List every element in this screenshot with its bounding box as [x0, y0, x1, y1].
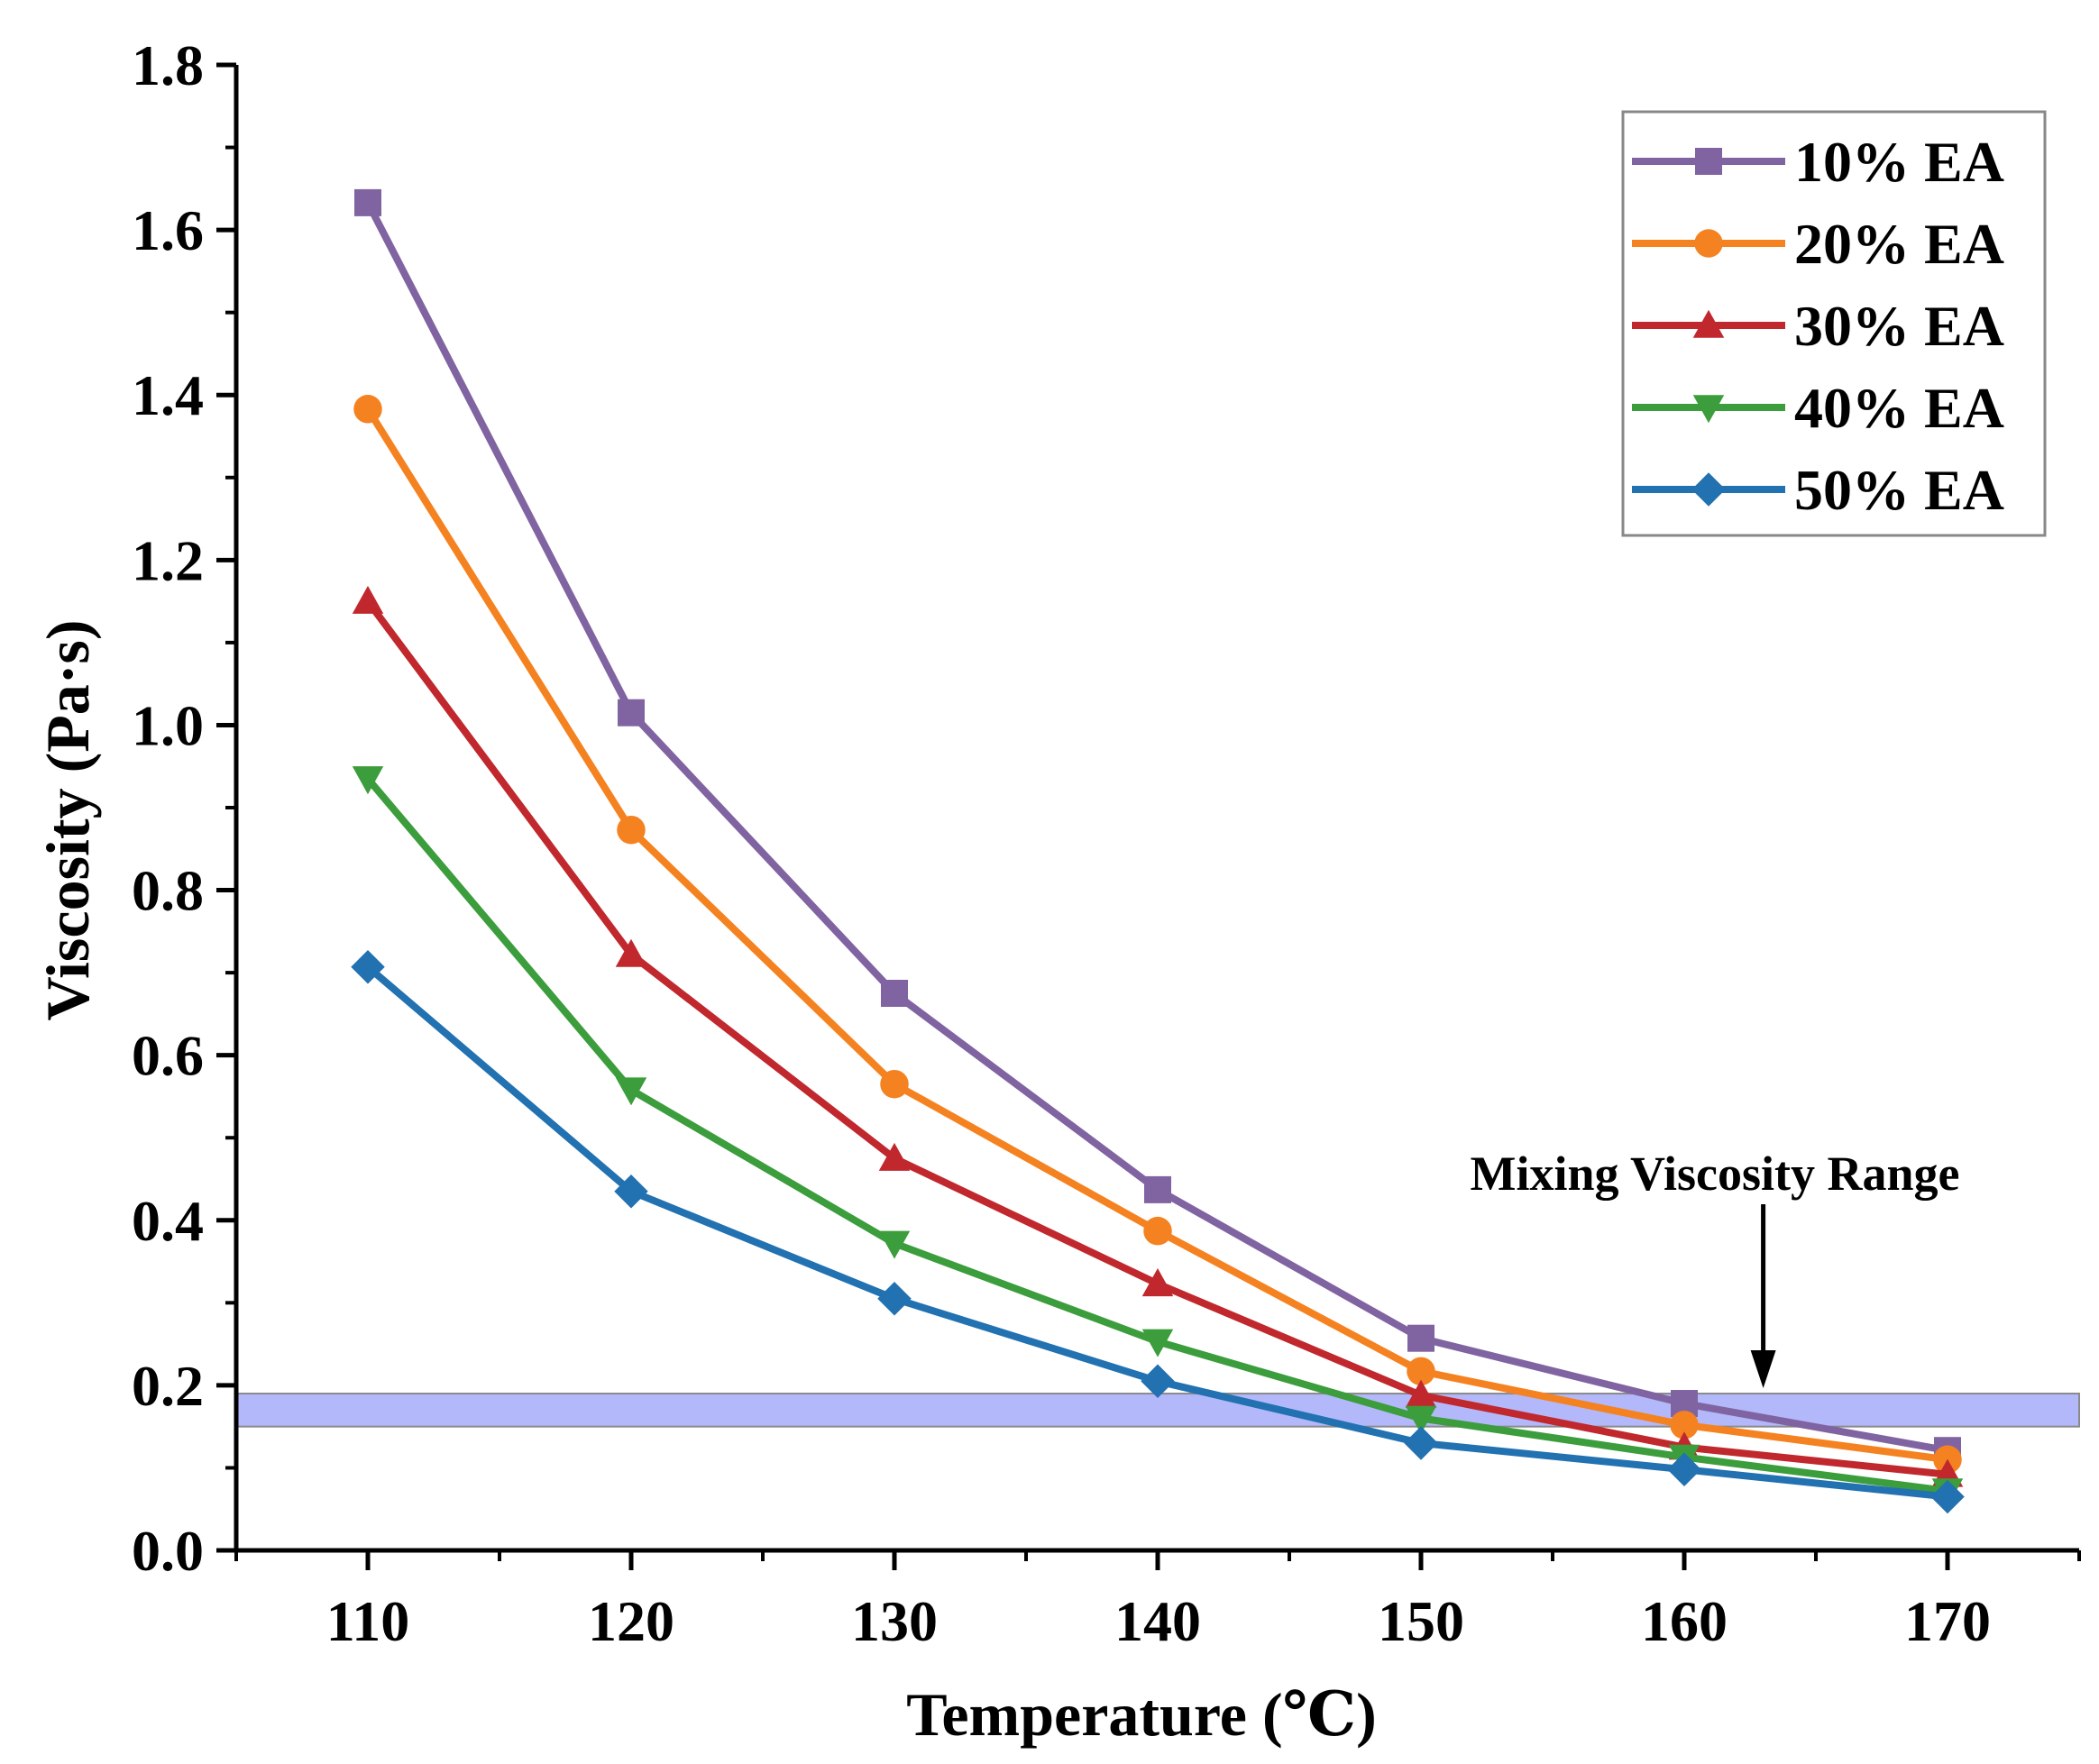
- data-point: [351, 949, 385, 984]
- data-point: [878, 1142, 911, 1171]
- axes: [216, 62, 2081, 1570]
- legend-label: 10% EA: [1794, 130, 2004, 194]
- data-point: [1141, 1268, 1174, 1297]
- y-tick-label: 0.8: [132, 859, 204, 923]
- data-point: [1930, 1479, 1965, 1514]
- data-point: [1407, 1324, 1434, 1352]
- annotation-arrow-head: [1750, 1350, 1776, 1389]
- data-point: [1670, 1411, 1699, 1440]
- data-point: [1143, 1216, 1172, 1246]
- annotation-layer: Mixing Viscosity Range: [1470, 1147, 1960, 1389]
- legend-item: 50% EA: [1632, 458, 2004, 522]
- data-point: [1407, 1357, 1435, 1386]
- data-point: [615, 1077, 647, 1106]
- data-point: [1144, 1175, 1171, 1203]
- legend-item: 20% EA: [1632, 212, 2004, 276]
- x-tick-label: 150: [1378, 1589, 1464, 1653]
- data-point: [617, 815, 646, 845]
- legend-marker: [1692, 395, 1725, 424]
- x-axis-title: Temperature (℃): [906, 1680, 1377, 1749]
- x-tick-label: 110: [326, 1589, 409, 1653]
- y-tick-label: 0.2: [132, 1354, 204, 1418]
- y-tick-label: 0.4: [132, 1189, 204, 1253]
- x-tick-label: 120: [588, 1589, 674, 1653]
- data-point: [615, 938, 647, 967]
- data-point: [1405, 1405, 1437, 1434]
- data-point: [614, 1174, 648, 1209]
- y-tick-label: 1.0: [132, 693, 204, 757]
- legend-item: 30% EA: [1632, 294, 2004, 358]
- legend-label: 50% EA: [1794, 458, 2004, 522]
- data-point: [618, 699, 645, 727]
- y-tick-label: 0.0: [132, 1519, 204, 1583]
- data-point: [1141, 1329, 1174, 1357]
- data-point: [881, 980, 908, 1007]
- tick-labels-layer: 0.0 0.2 0.4 0.6 0.8 1.0 1.2 1.4 1.6 1.8 110 120 130 1…: [132, 33, 1991, 1653]
- y-tick-label: 1.6: [132, 198, 204, 262]
- data-point: [1404, 1426, 1438, 1460]
- y-tick-label: 1.8: [132, 33, 204, 97]
- y-tick-label: 1.2: [132, 528, 204, 592]
- legend-label: 40% EA: [1794, 376, 2004, 440]
- legend-label: 30% EA: [1794, 294, 2004, 358]
- legend-marker: [1692, 309, 1725, 338]
- x-tick-label: 130: [851, 1589, 938, 1653]
- data-point: [1667, 1452, 1701, 1487]
- data-point: [877, 1282, 912, 1316]
- legend-label: 20% EA: [1794, 212, 2004, 276]
- data-point: [352, 585, 384, 614]
- series-20ea: [353, 395, 1962, 1475]
- data-point: [880, 1069, 909, 1099]
- data-point: [353, 395, 382, 424]
- legend-marker: [1695, 148, 1722, 175]
- legend-item: 40% EA: [1632, 376, 2004, 440]
- x-tick-label: 160: [1641, 1589, 1728, 1653]
- y-axis-title: Viscosity (Pa·s): [33, 619, 102, 1020]
- legend: 10% EA 20% EA 30% EA 40% EA 50% EA: [1621, 110, 2047, 537]
- series-layer: [351, 188, 1965, 1514]
- data-point: [1141, 1364, 1175, 1399]
- series-50ea: [351, 949, 1965, 1514]
- series-line: [364, 407, 1948, 1464]
- data-point: [352, 766, 384, 795]
- data-point: [1405, 1379, 1437, 1408]
- x-tick-label: 170: [1904, 1589, 1991, 1653]
- legend-item: 10% EA: [1632, 130, 2004, 194]
- data-point: [878, 1230, 911, 1259]
- legend-marker: [1694, 229, 1723, 258]
- legend-marker: [1691, 472, 1726, 507]
- mixing-viscosity-range-label: Mixing Viscosity Range: [1470, 1147, 1959, 1201]
- y-tick-label: 1.4: [132, 363, 204, 427]
- y-tick-label: 0.6: [132, 1024, 204, 1088]
- x-tick-label: 140: [1114, 1589, 1201, 1653]
- data-point: [354, 188, 381, 216]
